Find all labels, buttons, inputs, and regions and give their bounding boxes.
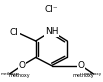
- Text: O: O: [18, 61, 25, 70]
- Text: Cl: Cl: [10, 28, 19, 37]
- Text: NH: NH: [45, 27, 58, 36]
- Text: Cl⁻: Cl⁻: [45, 5, 58, 14]
- Text: methoxy: methoxy: [73, 73, 94, 77]
- Text: methoxy: methoxy: [84, 72, 102, 76]
- Text: methoxy: methoxy: [1, 72, 19, 76]
- Text: methoxy: methoxy: [9, 73, 30, 77]
- Text: O: O: [78, 61, 85, 70]
